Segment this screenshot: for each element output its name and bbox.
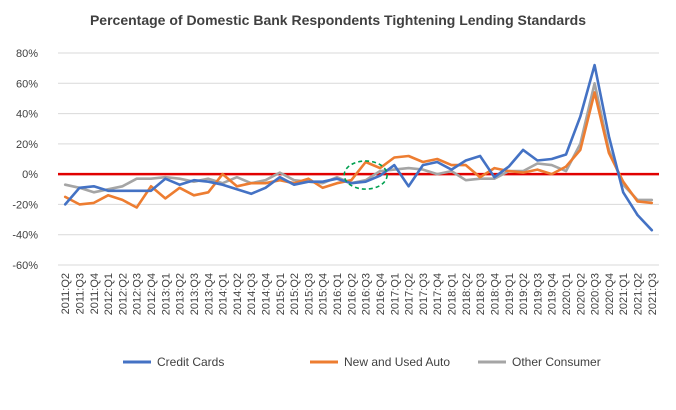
x-tick-label: 2014:Q1: [218, 273, 230, 315]
x-tick-label: 2019:Q1: [504, 273, 516, 315]
x-tick-label: 2019:Q2: [518, 273, 530, 315]
x-tick-label: 2017:Q4: [432, 273, 444, 315]
x-tick-label: 2020:Q1: [561, 273, 573, 315]
x-tick-label: 2019:Q4: [547, 273, 559, 315]
x-tick-label: 2021:Q3: [647, 273, 659, 315]
x-tick-label: 2016:Q2: [346, 273, 358, 315]
x-tick-label: 2020:Q2: [575, 273, 587, 315]
x-tick-label: 2018:Q4: [489, 273, 501, 315]
x-tick-label: 2017:Q3: [418, 273, 430, 315]
x-tick-label: 2017:Q1: [389, 273, 401, 315]
y-tick-label: 60%: [16, 78, 38, 90]
x-tick-label: 2015:Q3: [303, 273, 315, 315]
x-tick-label: 2018:Q3: [475, 273, 487, 315]
y-tick-label: -40%: [12, 230, 38, 242]
x-tick-label: 2013:Q4: [203, 273, 215, 315]
legend: Credit Cards New and Used Auto Other Consu…: [123, 355, 601, 369]
annotation-layer: [343, 160, 388, 190]
gridlines: [58, 52, 659, 266]
x-tick-label: 2011:Q4: [89, 273, 101, 314]
x-tick-label: 2020:Q3: [590, 273, 602, 315]
x-tick-label: 2018:Q2: [461, 273, 473, 315]
x-tick-label: 2016:Q3: [361, 273, 373, 315]
x-tick-label: 2016:Q1: [332, 273, 344, 315]
x-tick-label: 2013:Q3: [189, 273, 201, 315]
x-tick-label: 2015:Q2: [289, 273, 301, 315]
x-tick-label: 2014:Q2: [232, 273, 244, 315]
legend-label: New and Used Auto: [344, 355, 450, 369]
legend-label: Credit Cards: [157, 355, 224, 369]
y-tick-label: 80%: [16, 48, 38, 60]
y-tick-label: 20%: [16, 139, 38, 151]
series-line: [63, 91, 654, 209]
x-tick-label: 2017:Q2: [404, 273, 416, 315]
x-tick-label: 2014:Q3: [246, 273, 258, 315]
x-tick-label: 2013:Q2: [175, 273, 187, 315]
y-tick-label: -20%: [12, 199, 38, 211]
chart-title: Percentage of Domestic Bank Respondents …: [90, 12, 586, 28]
x-tick-label: 2012:Q2: [117, 273, 129, 315]
x-tick-label: 2014:Q4: [260, 273, 272, 315]
x-tick-label: 2013:Q1: [160, 273, 172, 315]
series-lines: [63, 63, 654, 232]
x-tick-label: 2012:Q3: [132, 273, 144, 315]
x-tick-label: 2021:Q1: [618, 273, 630, 315]
x-tick-label: 2015:Q1: [275, 273, 287, 315]
x-tick-label: 2012:Q1: [103, 273, 115, 315]
x-tick-label: 2011:Q3: [74, 273, 86, 314]
x-tick-label: 2011:Q2: [60, 273, 72, 314]
x-tick-label: 2012:Q4: [146, 273, 158, 315]
y-tick-label: 0%: [22, 169, 38, 181]
y-axis-ticks: -60% -40% -20% 0% 20% 40% 60% 80%: [12, 48, 38, 272]
series-line: [63, 63, 654, 232]
y-tick-label: -60%: [12, 260, 38, 272]
x-tick-label: 2019:Q3: [532, 273, 544, 315]
y-tick-label: 40%: [16, 109, 38, 121]
x-tick-label: 2020:Q4: [604, 273, 616, 315]
annotation-ellipse: [343, 160, 388, 190]
x-tick-label: 2018:Q1: [447, 273, 459, 315]
x-tick-label: 2021:Q2: [633, 273, 645, 315]
x-tick-label: 2016:Q4: [375, 273, 387, 315]
x-axis-ticks: 2011:Q2 2011:Q3 2011:Q4 2012:Q1 2012:Q2 2012:…: [60, 273, 659, 315]
x-tick-label: 2015:Q4: [318, 273, 330, 315]
legend-label: Other Consumer: [512, 355, 601, 369]
